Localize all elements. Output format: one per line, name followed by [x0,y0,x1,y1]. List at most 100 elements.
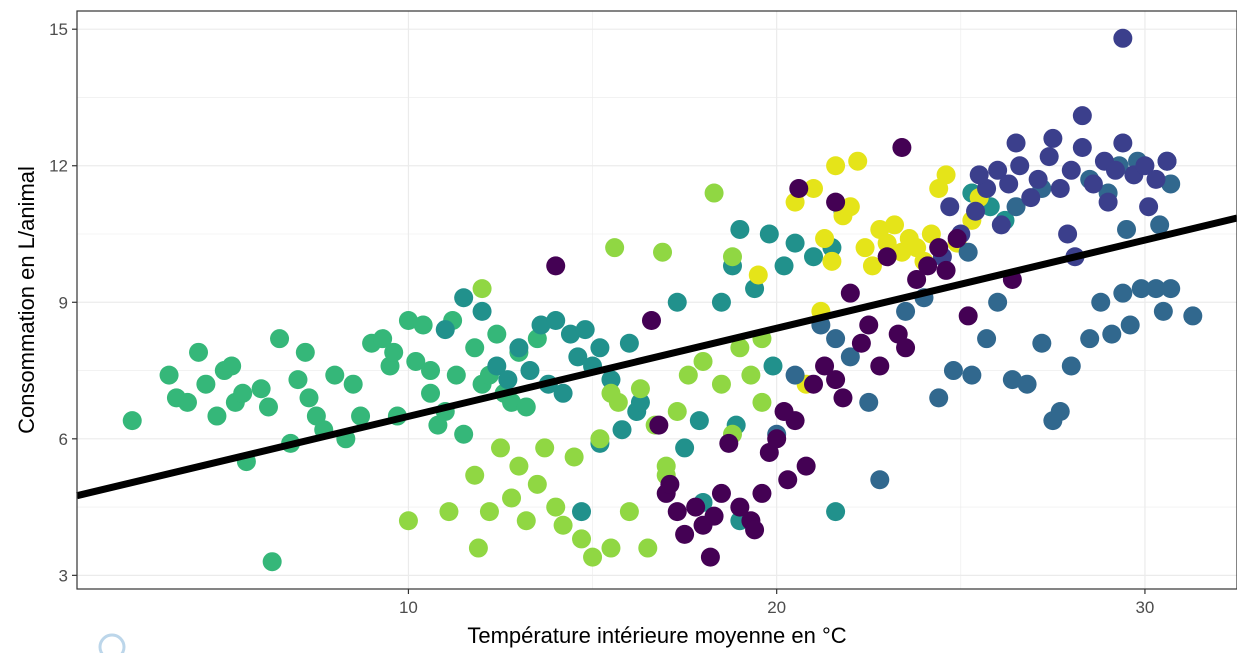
data-point [958,242,978,262]
y-tick-label: 15 [49,20,68,39]
data-point [711,292,731,312]
watermark-icon [98,633,126,653]
data-point [1010,156,1030,176]
panel-border [76,10,1237,590]
data-point [1061,160,1081,180]
data-point [270,329,290,349]
data-point [649,415,669,435]
data-point [988,292,1008,312]
data-point [988,160,1008,180]
data-point [641,310,661,330]
data-point [1072,138,1092,158]
data-point [785,233,805,253]
data-point [487,356,507,376]
data-point [612,420,632,440]
data-point [774,256,794,276]
data-point [288,370,308,390]
data-point [962,365,982,385]
data-point [686,497,706,517]
data-point [638,538,658,558]
data-point [774,402,794,422]
data-point [1183,306,1203,326]
data-point [804,247,824,267]
data-point [159,365,179,385]
data-point [840,197,860,217]
data-point [822,251,842,271]
data-point [789,178,809,198]
data-point [535,438,555,458]
data-point [487,324,507,344]
data-point [1061,356,1081,376]
data-point [1058,224,1078,244]
data-point [1091,292,1111,312]
data-point [502,392,522,412]
data-point [719,433,739,453]
data-point [1153,301,1173,321]
y-tick-label: 12 [49,157,68,176]
data-point [1006,133,1026,153]
data-point [516,511,536,531]
data-point [398,511,418,531]
data-point [1161,174,1181,194]
data-point [575,320,595,340]
data-point [1135,156,1155,176]
y-tick-label: 3 [59,566,68,585]
data-point [189,342,209,362]
data-point [630,392,650,412]
data-point [1146,279,1166,299]
data-point [892,138,912,158]
data-point [936,260,956,280]
data-point [675,438,695,458]
data-point [1072,106,1092,126]
data-point [568,347,588,367]
data-point [553,383,573,403]
data-point [1105,160,1125,180]
data-point [583,547,603,567]
data-point [859,392,879,412]
data-point [840,347,860,367]
data-point [1043,128,1063,148]
x-tick-label: 10 [399,598,418,617]
regression-line [76,214,1237,500]
data-point [590,429,610,449]
data-point [479,502,499,522]
data-point [1113,28,1133,48]
data-point [929,388,949,408]
data-point [700,547,720,567]
data-point [826,192,846,212]
data-point [1139,197,1159,217]
data-point [1050,178,1070,198]
data-point [796,456,816,476]
data-point [351,406,371,426]
data-point [1032,333,1052,353]
data-point [711,374,731,394]
data-point [572,502,592,522]
data-point [826,156,846,176]
data-point [855,238,875,258]
data-point [546,497,566,517]
data-point [1017,374,1037,394]
data-point [439,502,459,522]
data-point [619,333,639,353]
data-point [940,197,960,217]
data-point [958,306,978,326]
data-point [826,502,846,522]
data-point [660,474,680,494]
data-point [295,342,315,362]
data-point [564,447,584,467]
data-point [678,365,698,385]
x-tick-label: 20 [767,598,786,617]
data-point [413,315,433,335]
data-point [1039,147,1059,167]
grid-lines [77,11,1237,589]
data-point [1146,169,1166,189]
data-point [1021,188,1041,208]
data-point [222,356,242,376]
y-tick-label: 6 [59,430,68,449]
data-point [373,329,393,349]
data-point [343,374,363,394]
data-point [833,388,853,408]
data-point [196,374,216,394]
x-tick-label: 30 [1135,598,1154,617]
data-point [859,315,879,335]
